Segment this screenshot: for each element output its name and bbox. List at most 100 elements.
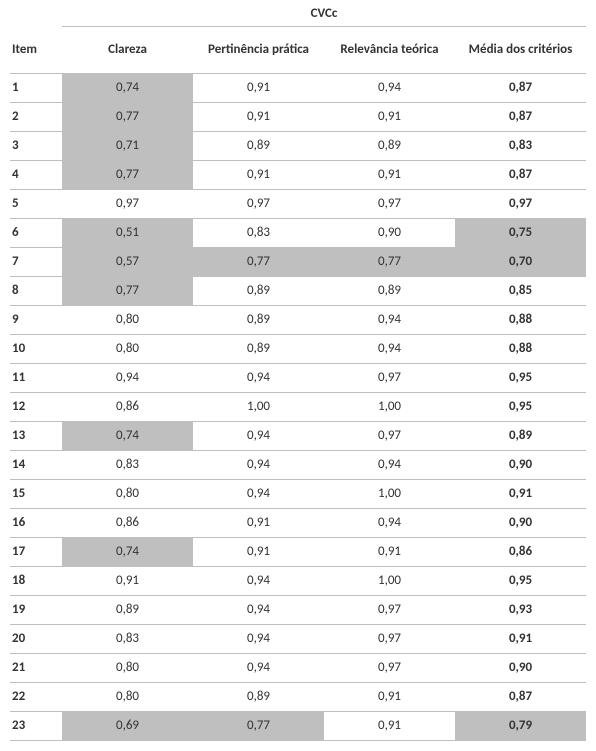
relevancia-value: 0,89: [324, 132, 455, 160]
clareza-value: 0,69: [62, 712, 193, 740]
media-value: 0,90: [455, 451, 586, 479]
clareza-value: 0,74: [62, 74, 193, 102]
relevancia-value: 0,97: [324, 596, 455, 624]
relevancia-value: 0,97: [324, 654, 455, 682]
media-cell: 0,91: [455, 625, 586, 654]
item-cell: 10: [10, 335, 62, 364]
media-cell: 0,70: [455, 248, 586, 277]
media-cell: 0,95: [455, 364, 586, 393]
pertinencia-cell: 0,91: [193, 538, 324, 567]
item-cell: 18: [10, 567, 62, 596]
item-value: 8: [12, 277, 62, 305]
media-cell: 0,79: [455, 712, 586, 741]
col-header-media: Média dos critérios: [455, 27, 586, 74]
col-header-clareza-label: Clareza: [108, 43, 147, 58]
item-cell: 6: [10, 219, 62, 248]
item-value: 2: [12, 103, 62, 131]
relevancia-cell: 0,94: [324, 335, 455, 364]
relevancia-cell: 0,77: [324, 248, 455, 277]
table-row: 160,860,910,940,90: [10, 509, 586, 538]
media-cell: 0,90: [455, 509, 586, 538]
media-value: 0,89: [455, 422, 586, 450]
media-cell: 0,86: [455, 538, 586, 567]
pertinencia-cell: 0,94: [193, 567, 324, 596]
clareza-value: 0,71: [62, 132, 193, 160]
item-value: 19: [12, 596, 62, 624]
media-value: 0,87: [455, 74, 586, 102]
item-cell: 3: [10, 132, 62, 161]
item-value: 23: [12, 712, 62, 740]
clareza-cell: 0,74: [62, 538, 193, 567]
relevancia-cell: 0,90: [324, 219, 455, 248]
col-header-clareza: Clareza: [62, 27, 193, 74]
relevancia-cell: 0,97: [324, 596, 455, 625]
pertinencia-cell: 0,94: [193, 451, 324, 480]
clareza-value: 0,57: [62, 248, 193, 276]
media-cell: 0,87: [455, 161, 586, 190]
clareza-cell: 0,83: [62, 625, 193, 654]
media-cell: 0,75: [455, 219, 586, 248]
media-cell: 0,97: [455, 190, 586, 219]
table-row: 110,940,940,970,95: [10, 364, 586, 393]
pertinencia-value: 0,94: [193, 654, 324, 682]
pertinencia-cell: 0,94: [193, 596, 324, 625]
relevancia-value: 0,94: [324, 306, 455, 334]
media-value: 0,85: [455, 277, 586, 305]
table-row: 200,830,940,970,91: [10, 625, 586, 654]
pertinencia-cell: 0,97: [193, 190, 324, 219]
relevancia-cell: 1,00: [324, 393, 455, 422]
media-value: 0,95: [455, 364, 586, 392]
relevancia-cell: 0,91: [324, 161, 455, 190]
pertinencia-value: 0,77: [193, 712, 324, 740]
relevancia-cell: 0,91: [324, 538, 455, 567]
item-cell: 16: [10, 509, 62, 538]
clareza-cell: 0,80: [62, 306, 193, 335]
media-value: 0,87: [455, 683, 586, 711]
clareza-cell: 0,74: [62, 422, 193, 451]
pertinencia-cell: 1,00: [193, 393, 324, 422]
pertinencia-cell: 0,94: [193, 422, 324, 451]
clareza-value: 0,80: [62, 306, 193, 334]
clareza-cell: 0,86: [62, 509, 193, 538]
media-value: 0,86: [455, 538, 586, 566]
table-row: 180,910,941,000,95: [10, 567, 586, 596]
media-value: 0,70: [455, 248, 586, 276]
media-cell: 0,87: [455, 683, 586, 712]
pertinencia-value: 0,94: [193, 364, 324, 392]
pertinencia-cell: 0,91: [193, 161, 324, 190]
clareza-cell: 0,77: [62, 161, 193, 190]
pertinencia-value: 0,91: [193, 103, 324, 131]
media-value: 0,90: [455, 654, 586, 682]
item-value: 5: [12, 190, 62, 218]
relevancia-value: 0,94: [324, 74, 455, 102]
media-value: 0,88: [455, 335, 586, 363]
pertinencia-cell: 0,94: [193, 625, 324, 654]
table-row: 30,710,890,890,83: [10, 132, 586, 161]
pertinencia-value: 0,89: [193, 683, 324, 711]
clareza-value: 0,97: [62, 190, 193, 218]
clareza-value: 0,77: [62, 103, 193, 131]
media-cell: 0,90: [455, 451, 586, 480]
pertinencia-value: 0,89: [193, 277, 324, 305]
item-value: 1: [12, 74, 62, 102]
relevancia-value: 0,91: [324, 712, 455, 740]
media-cell: 0,87: [455, 103, 586, 132]
pertinencia-cell: 0,94: [193, 654, 324, 683]
clareza-cell: 0,97: [62, 190, 193, 219]
table-row: 80,770,890,890,85: [10, 277, 586, 306]
table-row: 20,770,910,910,87: [10, 103, 586, 132]
clareza-cell: 0,80: [62, 683, 193, 712]
media-value: 0,95: [455, 393, 586, 421]
relevancia-cell: 0,94: [324, 306, 455, 335]
col-header-relevancia: Relevância teórica: [324, 27, 455, 74]
item-value: 22: [12, 683, 62, 711]
item-value: 20: [12, 625, 62, 653]
clareza-cell: 0,80: [62, 654, 193, 683]
clareza-cell: 0,94: [62, 364, 193, 393]
relevancia-value: 1,00: [324, 567, 455, 595]
media-cell: 0,89: [455, 422, 586, 451]
clareza-cell: 0,57: [62, 248, 193, 277]
media-cell: 0,95: [455, 567, 586, 596]
relevancia-cell: 0,97: [324, 190, 455, 219]
clareza-cell: 0,77: [62, 103, 193, 132]
